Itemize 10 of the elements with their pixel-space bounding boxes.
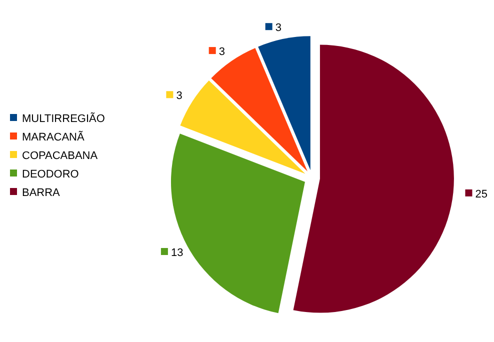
data-label: 3 [176, 90, 182, 102]
data-label: 3 [218, 46, 225, 58]
data-label: 3 [275, 22, 282, 34]
legend-label: MULTIRREGIÃO [22, 112, 106, 125]
legend-label: BARRA [22, 187, 61, 199]
legend-label: DEODORO [22, 168, 80, 180]
legend-label: COPACABANA [22, 150, 98, 162]
legend-label: MARACANÃ [22, 130, 86, 144]
data-label: 25 [475, 188, 488, 200]
data-label: 13 [170, 247, 184, 260]
